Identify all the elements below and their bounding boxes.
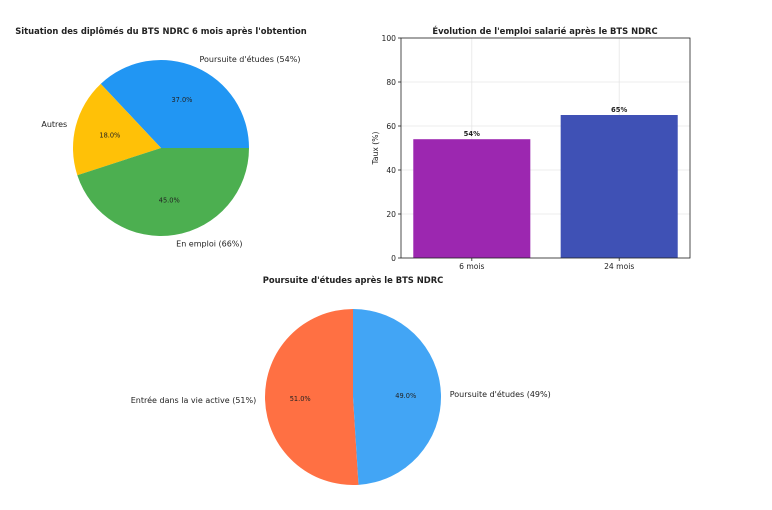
bar-0	[413, 139, 531, 258]
bar-axes-frame	[400, 37, 691, 259]
bar-ytick-label-0: 0	[391, 254, 396, 263]
bar-data-label-1: 65%	[611, 106, 627, 114]
pie1-label-1: Autres	[41, 120, 67, 129]
bar-ylabel: Taux (%)	[371, 132, 380, 166]
pie2-pct-label-0: 51.0%	[290, 395, 311, 403]
bar-data-label-0: 54%	[464, 130, 480, 138]
pie2-label-1: Poursuite d'études (49%)	[450, 389, 551, 399]
pie2-label-0: Entrée dans la vie active (51%)	[131, 395, 257, 405]
bar-ytick-label-5: 100	[382, 34, 397, 43]
pie1-label-0: Poursuite d'études (54%)	[199, 54, 300, 64]
bar-ytick-label-4: 80	[386, 78, 396, 87]
bar-xtick-label-0: 6 mois	[459, 262, 484, 271]
pie1-slice-1	[73, 83, 161, 176]
pie1-label-2: En emploi (66%)	[176, 240, 242, 249]
pie-chart-poursuite: Poursuite d'études après le BTS NDRC 51.…	[131, 275, 551, 486]
bar-ytick-label-3: 60	[386, 122, 396, 131]
pie2-slice-1	[353, 309, 441, 485]
bar-xtick-label-1: 24 mois	[604, 262, 634, 271]
pie1-slice-2	[77, 148, 249, 236]
pie1-pct-label-0: 37.0%	[171, 96, 192, 104]
bar-1	[560, 115, 678, 258]
pie2-title: Poursuite d'études après le BTS NDRC	[263, 275, 444, 285]
pie1-pct-label-2: 45.0%	[159, 197, 180, 205]
bar-title: Évolution de l'emploi salarié après le B…	[432, 25, 657, 36]
pie2-pct-label-1: 49.0%	[395, 392, 416, 400]
bar-ytick-label-1: 20	[386, 210, 396, 219]
pie2-slice-0	[264, 309, 359, 486]
bar-chart-emploi: Évolution de l'emploi salarié après le B…	[371, 25, 691, 271]
pie1-title: Situation des diplômés du BTS NDRC 6 moi…	[15, 26, 307, 36]
bar-ytick-label-2: 40	[386, 166, 396, 175]
pie1-pct-label-1: 18.0%	[99, 131, 120, 139]
pie-chart-situation: Situation des diplômés du BTS NDRC 6 moi…	[15, 26, 307, 249]
pie1-slice-0	[100, 60, 249, 148]
